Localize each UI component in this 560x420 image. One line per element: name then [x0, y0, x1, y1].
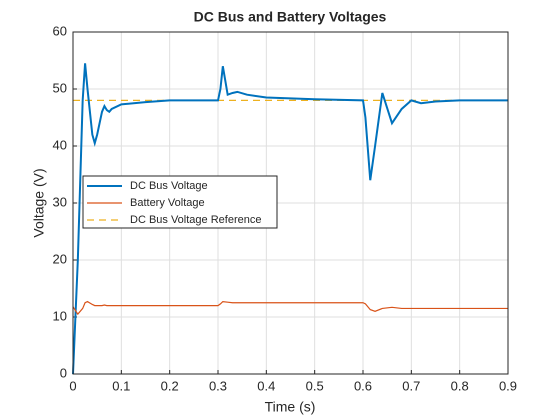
legend-label: Battery Voltage — [130, 197, 205, 209]
legend-label: DC Bus Voltage — [130, 180, 208, 192]
y-tick-label: 0 — [60, 365, 67, 380]
x-tick-label: 0.5 — [306, 378, 324, 393]
x-tick-label: 0.6 — [354, 378, 372, 393]
x-tick-label: 0.8 — [451, 378, 469, 393]
y-tick-label: 20 — [53, 251, 67, 266]
y-tick-label: 40 — [53, 137, 67, 152]
y-tick-label: 10 — [53, 308, 67, 323]
x-tick-label: 0.9 — [499, 378, 517, 393]
x-tick-label: 0.3 — [209, 378, 227, 393]
x-tick-label: 0.2 — [161, 378, 179, 393]
x-tick-label: 0.1 — [112, 378, 130, 393]
y-tick-label: 30 — [53, 194, 67, 209]
x-axis-label: Time (s) — [265, 399, 316, 415]
y-tick-label: 60 — [53, 23, 67, 38]
chart-title: DC Bus and Battery Voltages — [194, 9, 387, 25]
y-tick-label: 50 — [53, 80, 67, 95]
x-tick-label: 0.4 — [257, 378, 275, 393]
x-tick-label: 0 — [69, 378, 76, 393]
x-tick-label: 0.7 — [402, 378, 420, 393]
y-axis-label: Voltage (V) — [31, 168, 47, 237]
series-line — [72, 63, 508, 375]
legend: DC Bus Voltage Battery Voltage DC Bus Volt… — [82, 175, 278, 229]
legend-label: DC Bus Voltage Reference — [130, 214, 261, 226]
axes-box — [72, 31, 509, 375]
series-line — [72, 300, 508, 316]
legend-box — [82, 175, 278, 229]
